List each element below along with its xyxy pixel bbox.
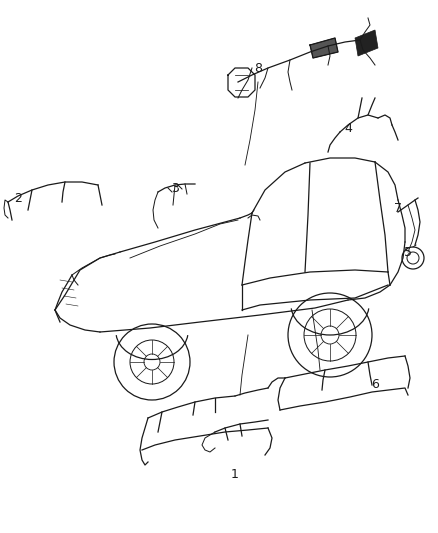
Text: 1: 1 <box>231 469 239 481</box>
Polygon shape <box>355 30 378 56</box>
Polygon shape <box>310 38 338 58</box>
Text: 2: 2 <box>14 191 22 205</box>
Text: 6: 6 <box>371 378 379 392</box>
Text: 3: 3 <box>171 182 179 195</box>
Text: 7: 7 <box>394 201 402 214</box>
Text: 4: 4 <box>344 122 352 134</box>
Text: 5: 5 <box>404 246 412 259</box>
Text: 8: 8 <box>254 61 262 75</box>
